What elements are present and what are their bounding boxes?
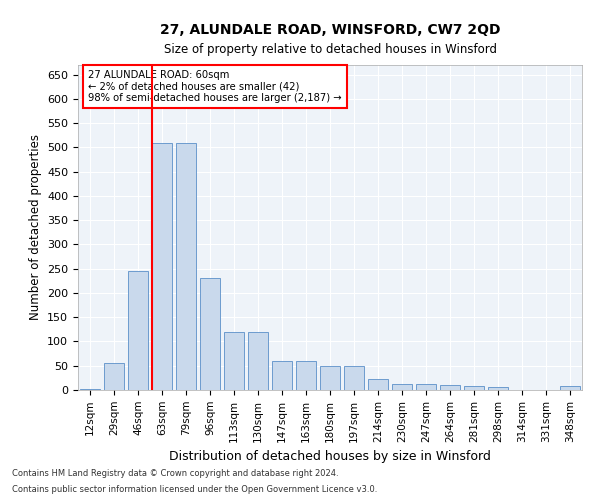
Bar xyxy=(248,332,268,390)
Bar xyxy=(488,386,508,390)
Bar xyxy=(464,386,484,390)
Bar xyxy=(272,361,292,390)
Bar xyxy=(368,380,388,390)
Y-axis label: Number of detached properties: Number of detached properties xyxy=(29,134,41,320)
Bar xyxy=(560,386,580,390)
Bar xyxy=(224,332,244,390)
Bar xyxy=(176,142,196,390)
Bar xyxy=(128,271,148,390)
Bar xyxy=(320,366,340,390)
Text: Contains public sector information licensed under the Open Government Licence v3: Contains public sector information licen… xyxy=(12,485,377,494)
Bar xyxy=(200,278,220,390)
Bar xyxy=(440,385,460,390)
X-axis label: Distribution of detached houses by size in Winsford: Distribution of detached houses by size … xyxy=(169,450,491,463)
Text: Size of property relative to detached houses in Winsford: Size of property relative to detached ho… xyxy=(163,42,497,56)
Bar xyxy=(80,389,100,390)
Bar xyxy=(104,364,124,390)
Bar xyxy=(344,366,364,390)
Bar xyxy=(392,384,412,390)
Bar xyxy=(152,142,172,390)
Bar xyxy=(416,384,436,390)
Text: 27 ALUNDALE ROAD: 60sqm
← 2% of detached houses are smaller (42)
98% of semi-det: 27 ALUNDALE ROAD: 60sqm ← 2% of detached… xyxy=(88,70,342,103)
Text: Contains HM Land Registry data © Crown copyright and database right 2024.: Contains HM Land Registry data © Crown c… xyxy=(12,468,338,477)
Text: 27, ALUNDALE ROAD, WINSFORD, CW7 2QD: 27, ALUNDALE ROAD, WINSFORD, CW7 2QD xyxy=(160,22,500,36)
Bar xyxy=(296,361,316,390)
